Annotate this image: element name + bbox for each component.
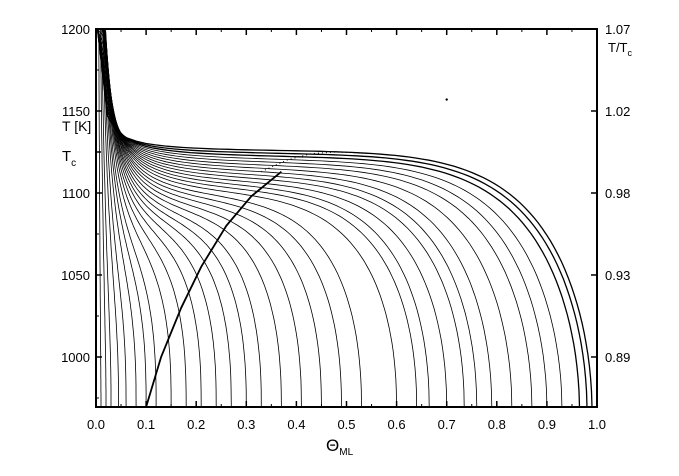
isolated-data-point (445, 98, 448, 101)
y-tick-label: 1050 (61, 268, 90, 283)
isotherm-curve (97, 28, 465, 408)
x-tick-label: 0.2 (187, 417, 205, 432)
isotherm-curve (97, 28, 513, 408)
isotherm-curve (97, 28, 478, 408)
isotherm-curve (97, 28, 448, 408)
isotherm-curve (97, 28, 342, 408)
phase-boundary-line (145, 171, 282, 408)
isotherm-curve (97, 28, 172, 407)
isotherm-curve (97, 28, 430, 408)
isotherm-curve (96, 28, 593, 408)
isotherm-curve (97, 28, 302, 408)
isotherm-curve (97, 28, 282, 408)
isotherm-curve (97, 28, 397, 408)
y-right-tick-label: 1.02 (605, 104, 630, 119)
y-right-tick-label: 0.93 (605, 268, 630, 283)
y-right-tick-label: 0.89 (605, 350, 630, 365)
y-right-tick-label: 0.98 (605, 186, 630, 201)
tc-label: Tc (62, 148, 76, 169)
x-tick-label: 0.9 (538, 417, 556, 432)
x-tick-label: 0.5 (337, 417, 355, 432)
x-tick-label: 1.0 (588, 417, 606, 432)
isotherm-curve (97, 28, 563, 408)
axes: 0.0 0.1 0.2 0.3 0.4 0.5 0.6 0.7 0.8 0.9 1.0 1000 105… (61, 22, 630, 432)
isotherm-curve (97, 28, 127, 408)
y-tick-label: 1100 (62, 186, 90, 201)
isotherm-curve (97, 28, 187, 408)
isotherm-curve (97, 28, 217, 408)
isotherm-curve (97, 28, 102, 407)
x-tick-label: 0.8 (488, 417, 506, 432)
isotherm-curve (97, 28, 262, 408)
x-tick-label: 0.1 (137, 417, 155, 432)
isotherm-curve (97, 28, 157, 407)
isotherm-curve (97, 28, 417, 408)
isotherm-curve (97, 28, 232, 408)
x-tick-label: 0.4 (287, 417, 305, 432)
x-tick-label: 0.0 (87, 417, 105, 432)
isotherm-curve (97, 28, 147, 407)
isotherm-curve (97, 28, 493, 408)
y-right-tick-label: 1.07 (605, 22, 630, 37)
isotherm-curves (96, 28, 593, 408)
x-tick-label: 0.3 (237, 417, 255, 432)
y-tick-label: 1000 (61, 350, 90, 365)
y-right-axis-label: T/Tc (608, 40, 633, 58)
isotherm-curve (96, 28, 581, 408)
x-tick-label: 0.6 (388, 417, 406, 432)
isotherm-curve (97, 28, 202, 408)
isotherm-curve (97, 28, 362, 408)
y-tick-label: 1200 (61, 22, 90, 37)
x-axis-label: ΘML (326, 436, 354, 458)
isotherm-curve (97, 28, 322, 408)
isotherm-curve (97, 28, 548, 408)
isotherm-curve (97, 28, 533, 408)
isotherm-curve (97, 28, 247, 408)
x-tick-label: 0.7 (438, 417, 456, 432)
y-tick-label: 1150 (62, 104, 90, 119)
y-axis-label: T [K] (62, 118, 91, 134)
isotherm-curve (96, 28, 588, 408)
